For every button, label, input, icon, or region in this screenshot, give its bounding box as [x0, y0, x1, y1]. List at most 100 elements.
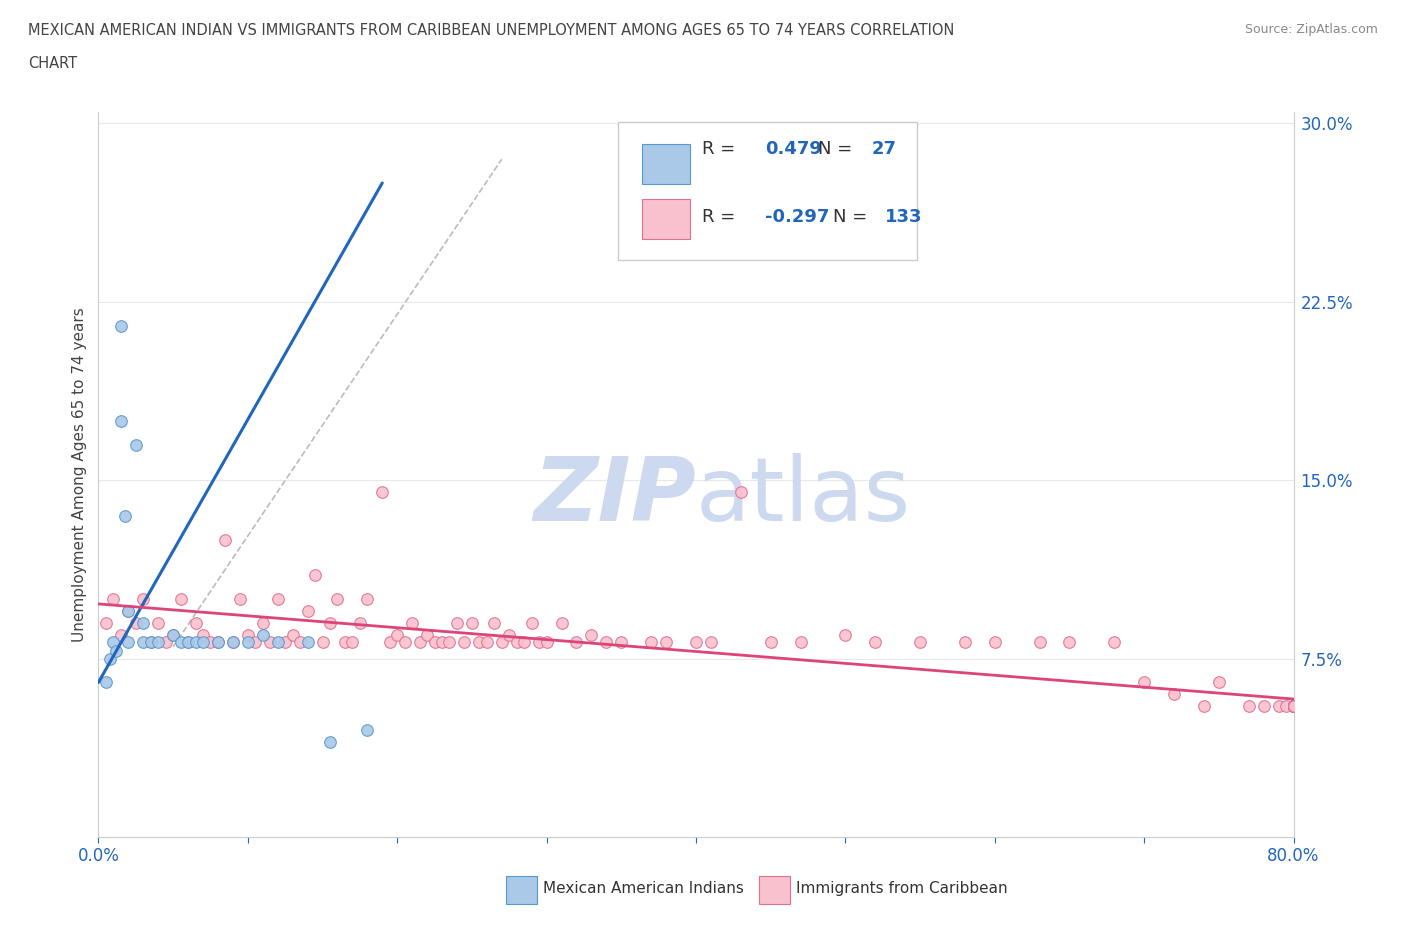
- Point: [371, 485, 394, 499]
- Point: [513, 634, 536, 649]
- Point: [274, 634, 297, 649]
- Point: [333, 634, 356, 649]
- Point: [1104, 634, 1126, 649]
- Point: [1282, 698, 1305, 713]
- Text: atlas: atlas: [696, 453, 911, 539]
- Point: [1282, 698, 1305, 713]
- Text: Source: ZipAtlas.com: Source: ZipAtlas.com: [1244, 23, 1378, 36]
- Point: [311, 634, 333, 649]
- Point: [1282, 698, 1305, 713]
- Point: [475, 634, 498, 649]
- Point: [177, 634, 200, 649]
- Point: [378, 634, 401, 649]
- Point: [484, 616, 506, 631]
- Point: [640, 634, 662, 649]
- Point: [1282, 698, 1305, 713]
- Point: [1282, 698, 1305, 713]
- Bar: [643, 144, 690, 184]
- Point: [1282, 698, 1305, 713]
- Point: [1282, 698, 1305, 713]
- Point: [1282, 698, 1305, 713]
- Point: [789, 634, 811, 649]
- Point: [356, 591, 378, 606]
- Point: [446, 616, 468, 631]
- Point: [191, 634, 214, 649]
- Point: [1282, 698, 1305, 713]
- Point: [229, 591, 252, 606]
- Text: Mexican American Indians: Mexican American Indians: [543, 881, 744, 896]
- Point: [565, 634, 588, 649]
- Point: [1208, 675, 1230, 690]
- Point: [184, 616, 207, 631]
- Point: [685, 634, 707, 649]
- Point: [103, 591, 125, 606]
- Point: [297, 634, 319, 649]
- Point: [184, 634, 207, 649]
- Point: [1282, 698, 1305, 713]
- Point: [1282, 698, 1305, 713]
- Point: [1282, 698, 1305, 713]
- Point: [865, 634, 887, 649]
- Text: R =: R =: [702, 207, 741, 226]
- Point: [655, 634, 678, 649]
- Point: [1282, 698, 1305, 713]
- Text: N =: N =: [818, 140, 858, 158]
- Point: [1282, 698, 1305, 713]
- Point: [430, 634, 453, 649]
- Point: [191, 628, 214, 643]
- Point: [214, 532, 236, 547]
- Point: [1275, 698, 1298, 713]
- Point: [506, 634, 529, 649]
- Point: [297, 604, 319, 618]
- Point: [700, 634, 723, 649]
- Point: [610, 634, 633, 649]
- Point: [132, 634, 155, 649]
- Point: [267, 634, 290, 649]
- Point: [94, 675, 117, 690]
- Point: [581, 628, 603, 643]
- Point: [1133, 675, 1156, 690]
- Point: [236, 628, 259, 643]
- Point: [408, 634, 430, 649]
- Point: [416, 628, 439, 643]
- Point: [1282, 698, 1305, 713]
- Text: -0.297: -0.297: [765, 207, 830, 226]
- Point: [148, 616, 170, 631]
- Point: [1163, 687, 1185, 702]
- Point: [1282, 698, 1305, 713]
- Point: [1282, 698, 1305, 713]
- Point: [1059, 634, 1081, 649]
- Point: [1282, 698, 1305, 713]
- Point: [125, 616, 148, 631]
- Point: [139, 634, 162, 649]
- Point: [550, 616, 572, 631]
- Point: [1282, 698, 1305, 713]
- Point: [595, 634, 617, 649]
- Point: [536, 634, 558, 649]
- Point: [1282, 698, 1305, 713]
- Point: [117, 634, 139, 649]
- Point: [103, 634, 125, 649]
- Point: [1253, 698, 1275, 713]
- Point: [1282, 698, 1305, 713]
- Point: [401, 616, 423, 631]
- Point: [1282, 698, 1305, 713]
- FancyBboxPatch shape: [619, 123, 917, 260]
- Point: [1282, 698, 1305, 713]
- Point: [1192, 698, 1215, 713]
- Point: [125, 437, 148, 452]
- Point: [385, 628, 409, 643]
- Point: [1282, 698, 1305, 713]
- Point: [498, 628, 520, 643]
- Point: [1282, 698, 1305, 713]
- Point: [1282, 698, 1305, 713]
- Text: R =: R =: [702, 140, 741, 158]
- Point: [281, 628, 304, 643]
- Point: [169, 634, 191, 649]
- Text: 0.479: 0.479: [765, 140, 823, 158]
- Point: [908, 634, 931, 649]
- Point: [155, 634, 177, 649]
- Point: [1282, 698, 1305, 713]
- Point: [200, 634, 222, 649]
- Point: [1282, 698, 1305, 713]
